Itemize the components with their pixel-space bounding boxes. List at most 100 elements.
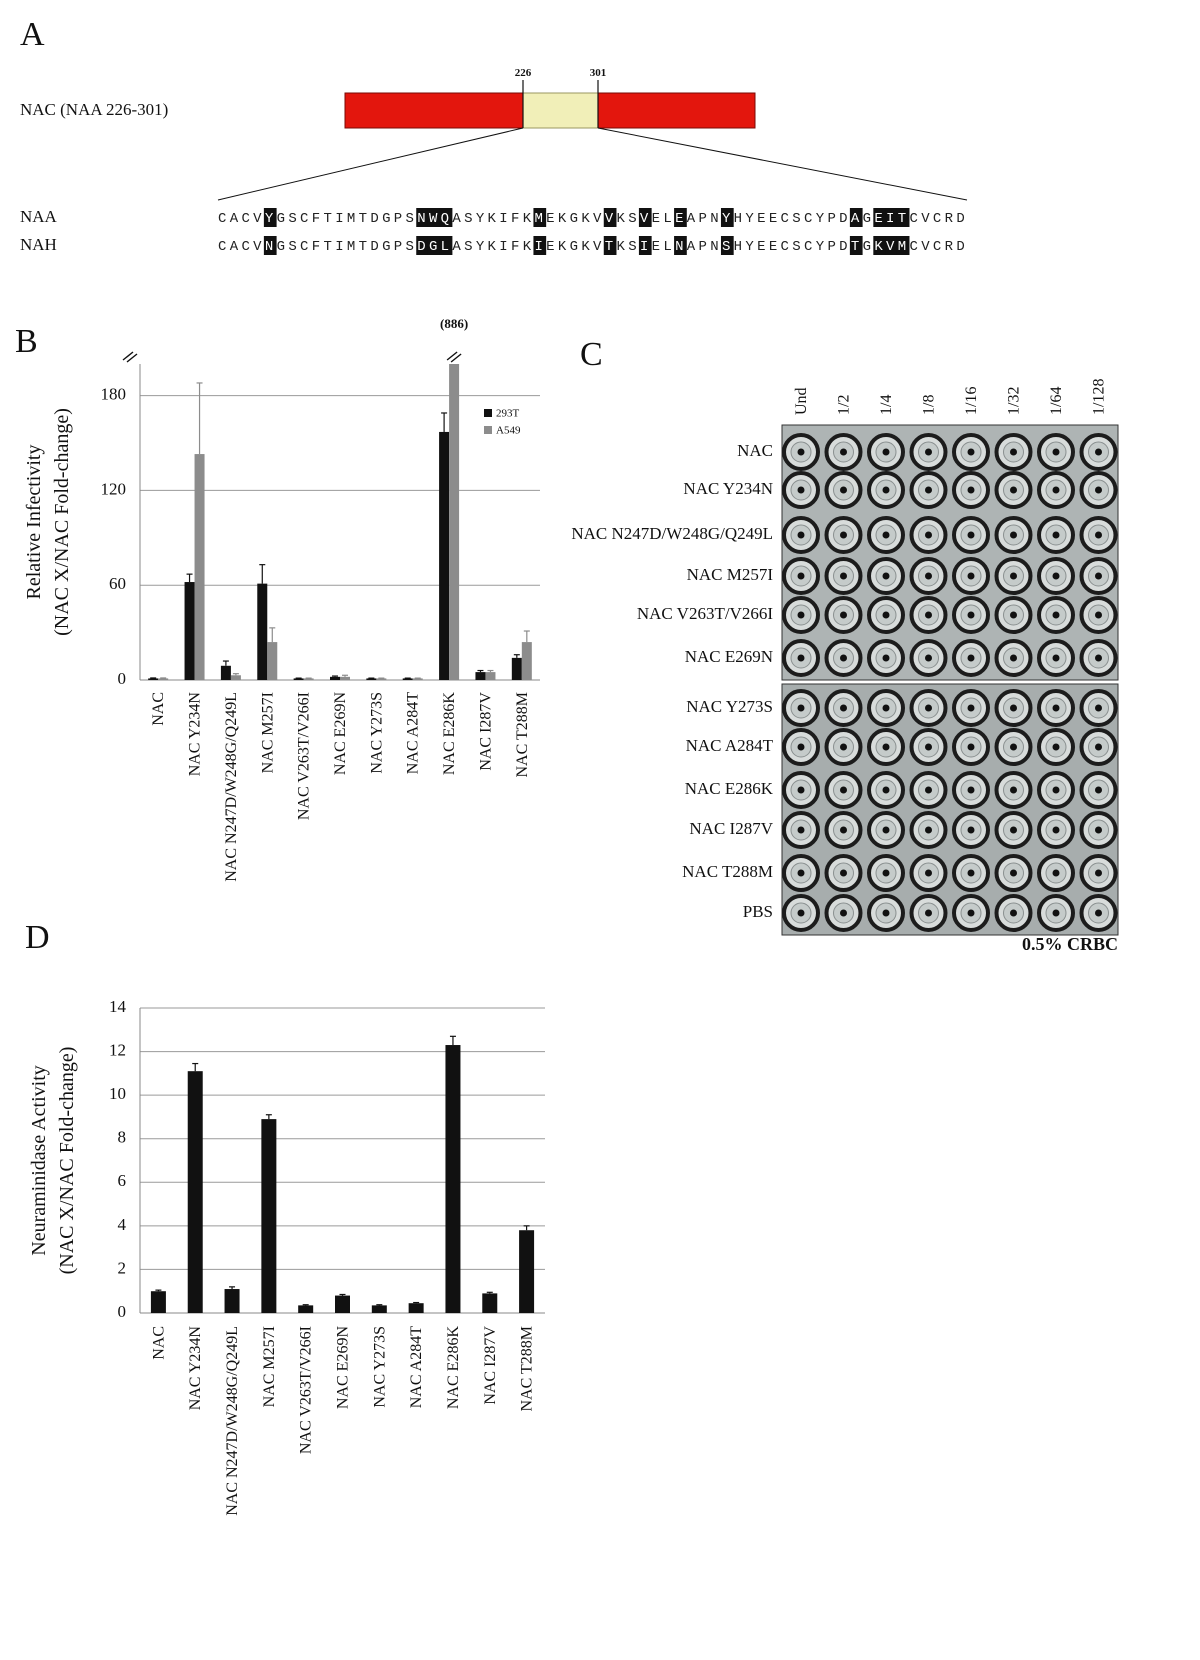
rbc-button bbox=[1095, 448, 1102, 456]
x-tick-label: NAC Y273S bbox=[371, 1326, 388, 1408]
bar bbox=[449, 364, 460, 680]
panel-label: A bbox=[20, 16, 45, 53]
dilution-label: 1/16 bbox=[963, 387, 980, 415]
sample-label: NAC I287V bbox=[689, 819, 773, 838]
bar bbox=[158, 678, 169, 680]
rbc-button bbox=[797, 572, 805, 580]
residue-highlight bbox=[674, 236, 687, 255]
rbc-button bbox=[840, 704, 847, 712]
y-tick-label: 14 bbox=[109, 997, 127, 1016]
x-tick-label: NAC M257I bbox=[261, 1326, 278, 1407]
rbc-button bbox=[1010, 531, 1017, 539]
rbc-button bbox=[840, 448, 847, 456]
rbc-button bbox=[1010, 869, 1017, 877]
rbc-button bbox=[967, 786, 975, 794]
residue-highlight bbox=[533, 208, 547, 227]
residue-highlight bbox=[439, 236, 453, 255]
rbc-button bbox=[1095, 704, 1102, 712]
x-tick-label: NAC Y234N bbox=[187, 692, 204, 777]
residue-highlight bbox=[603, 236, 617, 255]
sample-label: NAC E269N bbox=[685, 647, 773, 666]
sample-label: PBS bbox=[743, 902, 773, 921]
zoom-line bbox=[597, 127, 968, 201]
rbc-button bbox=[1052, 572, 1060, 580]
rbc-button bbox=[797, 869, 805, 877]
residue-highlight bbox=[720, 236, 734, 255]
legend-swatch bbox=[484, 426, 492, 434]
residue-highlight bbox=[873, 236, 887, 255]
x-tick-label: NAC bbox=[150, 1326, 167, 1360]
x-tick-label: NAC I287V bbox=[482, 1326, 499, 1405]
rbc-button bbox=[1052, 909, 1060, 917]
x-tick-label: NAC Y234N bbox=[187, 1326, 204, 1411]
rbc-button bbox=[1095, 743, 1102, 751]
rbc-button bbox=[882, 909, 890, 917]
rbc-button bbox=[840, 869, 847, 877]
rbc-button bbox=[1052, 531, 1060, 539]
sequence-name: NAA bbox=[20, 207, 58, 226]
bar bbox=[230, 675, 241, 680]
bar bbox=[445, 1045, 461, 1313]
rbc-button bbox=[882, 611, 890, 619]
residue-highlight bbox=[263, 208, 277, 227]
x-tick-label: NAC Y273S bbox=[368, 692, 385, 774]
y-tick-label: 180 bbox=[101, 385, 127, 404]
rbc-button bbox=[882, 743, 890, 751]
bar bbox=[475, 672, 486, 680]
residue-highlight bbox=[427, 208, 441, 227]
bar bbox=[402, 678, 413, 680]
rbc-button bbox=[797, 909, 805, 917]
rbc-button bbox=[797, 743, 805, 751]
bar bbox=[485, 672, 496, 680]
rbc-button bbox=[925, 909, 932, 917]
rbc-button bbox=[840, 611, 847, 619]
rbc-button bbox=[1010, 448, 1017, 456]
rbc-button bbox=[882, 531, 890, 539]
dilution-label: 1/128 bbox=[1091, 379, 1108, 415]
rbc-button bbox=[1010, 486, 1017, 494]
y-tick-label: 10 bbox=[109, 1084, 126, 1103]
rbc-button bbox=[925, 704, 932, 712]
y-tick-label: 120 bbox=[101, 479, 127, 498]
axis-break bbox=[126, 353, 138, 363]
rbc-button bbox=[1052, 786, 1060, 794]
y-axis-title: Neuraminidase Activity bbox=[28, 1065, 50, 1256]
rbc-button bbox=[882, 654, 890, 662]
residue-highlight bbox=[427, 236, 441, 255]
bar bbox=[519, 1230, 535, 1313]
rbc-button bbox=[797, 448, 805, 456]
x-tick-label: NAC I287V bbox=[477, 692, 494, 771]
rbc-button bbox=[1052, 743, 1060, 751]
rbc-button bbox=[1052, 826, 1060, 834]
bar bbox=[267, 642, 278, 680]
y-axis-title: Relative Infectivity bbox=[23, 445, 45, 600]
bar bbox=[194, 454, 205, 680]
axis-break bbox=[450, 353, 462, 363]
rbc-button bbox=[1095, 654, 1102, 662]
bar bbox=[298, 1305, 314, 1313]
residue-highlight bbox=[885, 208, 898, 227]
bar bbox=[521, 642, 532, 680]
position-label: 301 bbox=[590, 67, 607, 79]
rbc-button bbox=[840, 909, 847, 917]
x-tick-label: NAC E286K bbox=[441, 692, 458, 776]
rbc-button bbox=[1052, 869, 1060, 877]
rbc-button bbox=[1052, 448, 1060, 456]
rbc-button bbox=[840, 654, 847, 662]
residue-highlight bbox=[720, 208, 734, 227]
sample-label: NAC M257I bbox=[687, 565, 774, 584]
rbc-button bbox=[1010, 826, 1017, 834]
rbc-button bbox=[840, 826, 847, 834]
rbc-button bbox=[967, 448, 975, 456]
axis-break bbox=[122, 351, 134, 361]
rbc-button bbox=[1010, 572, 1017, 580]
residue-highlight bbox=[603, 208, 617, 227]
rbc-button bbox=[1095, 486, 1102, 494]
rbc-button bbox=[1010, 704, 1017, 712]
rbc-button bbox=[967, 572, 975, 580]
rbc-button bbox=[1095, 826, 1102, 834]
rbc-button bbox=[1010, 786, 1017, 794]
rbc-button bbox=[967, 743, 975, 751]
bar bbox=[257, 583, 268, 680]
